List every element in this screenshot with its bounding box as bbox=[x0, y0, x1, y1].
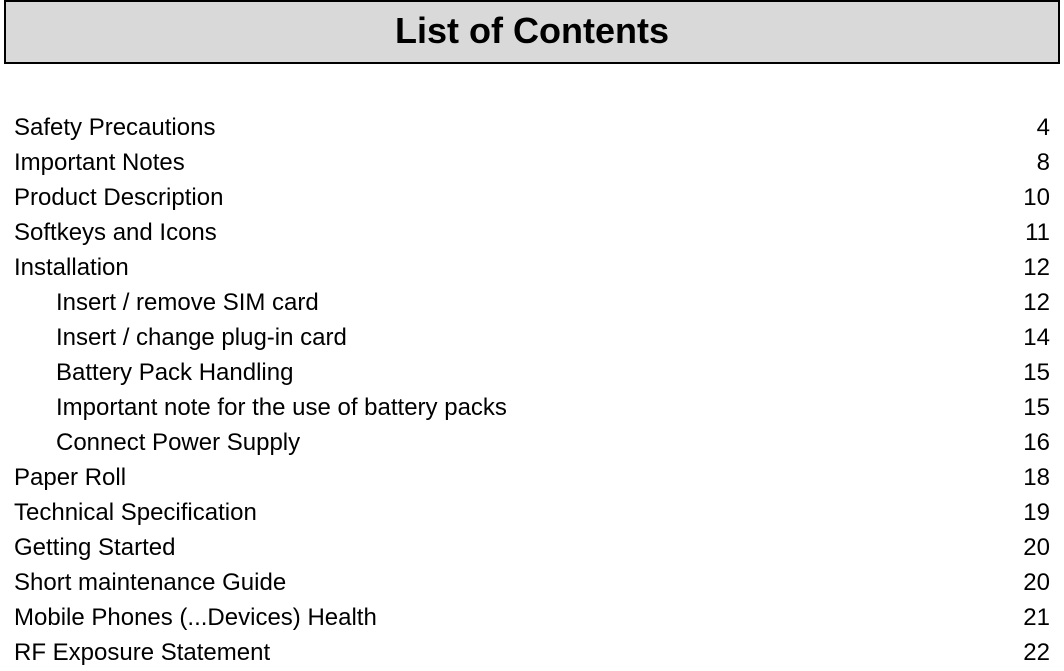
toc-row: Connect Power Supply 16 bbox=[14, 425, 1050, 460]
heading-text: List of Contents bbox=[6, 10, 1058, 52]
toc-row: Short maintenance Guide 20 bbox=[14, 565, 1050, 600]
toc-page-number: 8 bbox=[1033, 145, 1050, 180]
toc-list: Safety Precautions4Important Notes8Produ… bbox=[0, 64, 1064, 671]
toc-page-number: 11 bbox=[1021, 215, 1050, 250]
toc-row: Safety Precautions 4 bbox=[14, 110, 1050, 145]
toc-label: Short maintenance Guide bbox=[14, 565, 286, 600]
toc-label: Insert / change plug-in card bbox=[56, 320, 347, 355]
toc-label: Installation bbox=[14, 250, 129, 285]
toc-page-number: 21 bbox=[1019, 600, 1050, 635]
toc-row: Battery Pack Handling 15 bbox=[14, 355, 1050, 390]
toc-page-number: 19 bbox=[1019, 495, 1050, 530]
toc-page-number: 20 bbox=[1019, 530, 1050, 565]
toc-page-number: 18 bbox=[1019, 460, 1050, 495]
toc-page-number: 15 bbox=[1019, 355, 1050, 390]
toc-row: Product Description 10 bbox=[14, 180, 1050, 215]
toc-row: Insert / change plug-in card 14 bbox=[14, 320, 1050, 355]
toc-page-number: 12 bbox=[1019, 285, 1050, 320]
toc-row: Insert / remove SIM card 12 bbox=[14, 285, 1050, 320]
toc-label: Battery Pack Handling bbox=[56, 355, 293, 390]
toc-label: Technical Specification bbox=[14, 495, 257, 530]
toc-label: Paper Roll bbox=[14, 460, 126, 495]
toc-row: RF Exposure Statement 22 bbox=[14, 635, 1050, 670]
toc-page-number: 14 bbox=[1019, 320, 1050, 355]
toc-label: Important note for the use of battery pa… bbox=[56, 390, 507, 425]
toc-page-number: 22 bbox=[1019, 635, 1050, 670]
toc-label: Product Description bbox=[14, 180, 223, 215]
toc-label: Connect Power Supply bbox=[56, 425, 300, 460]
toc-row: Important note for the use of battery pa… bbox=[14, 390, 1050, 425]
toc-row: Softkeys and Icons 11 bbox=[14, 215, 1050, 250]
toc-label: Insert / remove SIM card bbox=[56, 285, 319, 320]
toc-row: Getting Started 20 bbox=[14, 530, 1050, 565]
toc-page-number: 4 bbox=[1033, 110, 1050, 145]
toc-page-number: 16 bbox=[1019, 425, 1050, 460]
toc-page-number: 20 bbox=[1019, 565, 1050, 600]
toc-page-number: 10 bbox=[1019, 180, 1050, 215]
toc-row: Important Notes 8 bbox=[14, 145, 1050, 180]
heading-box: List of Contents bbox=[4, 0, 1060, 64]
toc-row: Mobile Phones (...Devices) Health 21 bbox=[14, 600, 1050, 635]
toc-label: RF Exposure Statement bbox=[14, 635, 270, 670]
toc-row: Installation 12 bbox=[14, 250, 1050, 285]
toc-row: Paper Roll 18 bbox=[14, 460, 1050, 495]
toc-label: Softkeys and Icons bbox=[14, 215, 217, 250]
toc-label: Important Notes bbox=[14, 145, 185, 180]
toc-label: Getting Started bbox=[14, 530, 175, 565]
toc-label: Safety Precautions bbox=[14, 110, 215, 145]
toc-label: Mobile Phones (...Devices) Health bbox=[14, 600, 377, 635]
page-container: List of Contents Safety Precautions4Impo… bbox=[0, 0, 1064, 671]
toc-page-number: 12 bbox=[1019, 250, 1050, 285]
toc-page-number: 15 bbox=[1019, 390, 1050, 425]
toc-row: Technical Specification 19 bbox=[14, 495, 1050, 530]
